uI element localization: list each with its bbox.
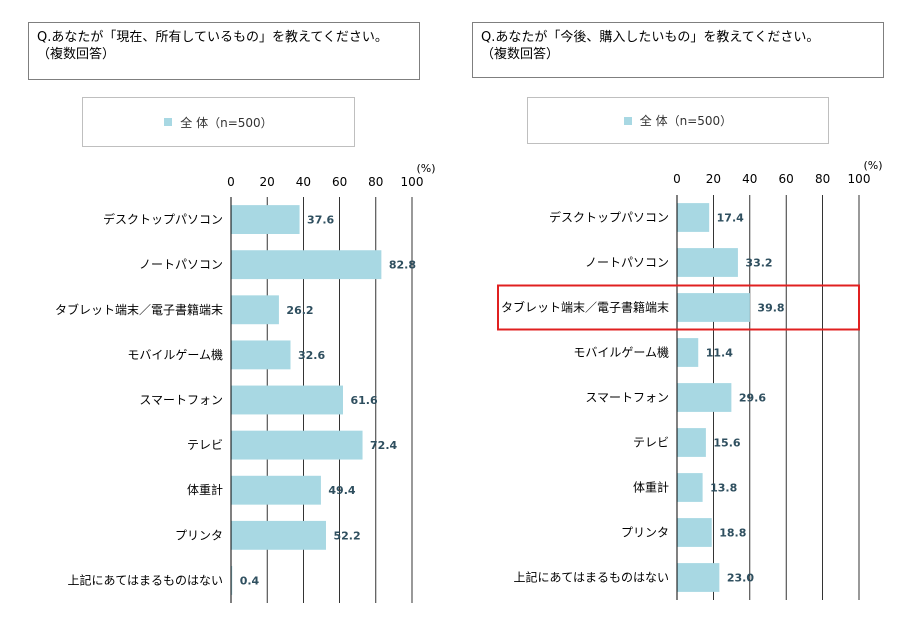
x-tick-label: 100 xyxy=(401,175,424,189)
category-label: プリンタ xyxy=(621,526,669,540)
category-label: 上記にあてはまるものはない xyxy=(67,572,223,587)
bar xyxy=(231,475,321,505)
legend-label: 全 体（n=500） xyxy=(180,115,273,130)
category-label: デスクトップパソコン xyxy=(549,210,669,225)
legend-box-left: 全 体（n=500） xyxy=(82,97,355,147)
x-tick-label: 0 xyxy=(673,172,681,186)
category-label: スマートフォン xyxy=(139,393,223,407)
category-label: テレビ xyxy=(633,436,669,450)
data-label: 26.2 xyxy=(286,304,313,317)
bar xyxy=(231,250,382,280)
bar xyxy=(231,385,343,415)
category-label: ノートパソコン xyxy=(585,256,669,270)
bar xyxy=(231,430,363,460)
x-tick-label: 0 xyxy=(227,175,235,189)
data-label: 82.8 xyxy=(389,259,416,272)
data-label: 29.6 xyxy=(739,392,766,405)
axis-unit-label: (%) xyxy=(863,159,882,172)
data-label: 49.4 xyxy=(328,484,355,497)
data-label: 33.2 xyxy=(745,257,772,270)
question-box-left: Q.あなたが「現在、所有しているもの」を教えてください。 （複数回答） xyxy=(28,22,420,80)
bar xyxy=(677,383,732,412)
legend-swatch xyxy=(623,116,632,125)
bar xyxy=(231,295,279,325)
legend-label: 全 体（n=500） xyxy=(639,114,733,128)
category-label: タブレット端末／電子書籍端末 xyxy=(501,300,669,315)
bar xyxy=(231,205,300,234)
bar xyxy=(677,203,710,232)
x-tick-label: 20 xyxy=(706,172,721,186)
data-label: 32.6 xyxy=(298,349,325,362)
bar xyxy=(677,473,703,502)
x-tick-label: 20 xyxy=(260,175,275,189)
data-label: 72.4 xyxy=(370,439,397,452)
data-label: 13.8 xyxy=(710,482,737,495)
data-label: 37.6 xyxy=(307,214,334,227)
data-label: 18.8 xyxy=(719,527,746,540)
question-text-line-2: （複数回答） xyxy=(37,47,116,62)
axis-unit-label: (%) xyxy=(416,162,435,175)
category-label: 体重計 xyxy=(633,480,669,495)
category-label: プリンタ xyxy=(175,528,223,542)
data-label: 52.2 xyxy=(333,529,360,542)
bar xyxy=(231,520,326,550)
question-box-right: Q.あなたが「今後、購入したいもの」を教えてください。 （複数回答） xyxy=(472,22,884,78)
data-label: 11.4 xyxy=(706,347,733,360)
category-label: 上記にあてはまるものはない xyxy=(513,570,669,585)
bar xyxy=(677,293,750,322)
x-tick-label: 60 xyxy=(332,175,347,189)
x-tick-label: 40 xyxy=(296,175,311,189)
bar xyxy=(677,563,720,592)
data-label: 15.6 xyxy=(713,437,740,450)
category-label: ノートパソコン xyxy=(139,258,223,272)
x-tick-label: 60 xyxy=(779,172,794,186)
bar xyxy=(677,428,706,457)
category-label: テレビ xyxy=(187,438,223,452)
question-text-line-1: Q.あなたが「今後、購入したいもの」を教えてください。 xyxy=(481,30,820,45)
category-label: モバイルゲーム機 xyxy=(127,347,223,362)
x-tick-label: 80 xyxy=(368,175,383,189)
bar xyxy=(231,566,233,595)
category-label: 体重計 xyxy=(187,482,223,497)
bar xyxy=(231,340,291,370)
legend-swatch xyxy=(164,118,173,126)
bar xyxy=(677,248,738,277)
data-label: 23.0 xyxy=(727,572,754,585)
category-label: タブレット端末／電子書籍端末 xyxy=(55,302,223,317)
x-tick-label: 80 xyxy=(815,172,830,186)
x-tick-label: 100 xyxy=(848,172,871,186)
x-tick-label: 40 xyxy=(742,172,757,186)
data-label: 61.6 xyxy=(350,394,377,407)
bar xyxy=(677,518,712,547)
data-label: 0.4 xyxy=(240,574,260,587)
legend-box-right: 全 体（n=500） xyxy=(527,97,829,144)
highlight-frame xyxy=(497,284,860,331)
category-label: デスクトップパソコン xyxy=(103,212,223,227)
question-text-line-2: （複数回答） xyxy=(481,47,560,62)
bar xyxy=(677,338,699,367)
question-text-line-1: Q.あなたが「現在、所有しているもの」を教えてください。 xyxy=(37,30,388,45)
category-label: モバイルゲーム機 xyxy=(573,345,669,360)
category-label: スマートフォン xyxy=(585,391,669,405)
data-label: 39.8 xyxy=(757,302,784,315)
data-label: 17.4 xyxy=(717,212,744,225)
